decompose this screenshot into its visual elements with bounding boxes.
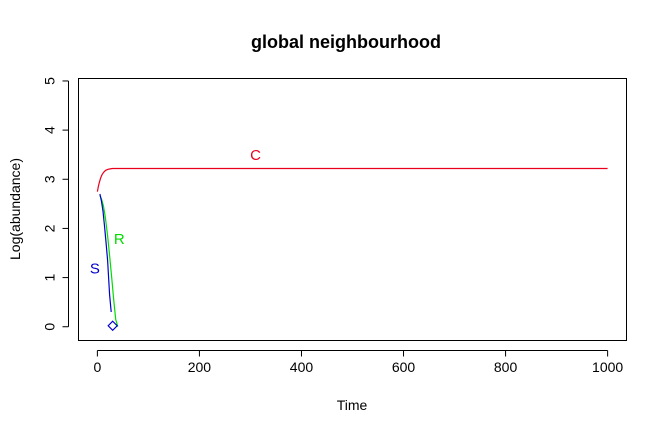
y-tick-label: 3 xyxy=(42,175,58,183)
y-axis-label: Log(abundance) xyxy=(7,158,23,260)
y-tick-label: 5 xyxy=(42,77,58,85)
x-tick-label: 200 xyxy=(188,359,212,375)
y-tick-label: 4 xyxy=(42,126,58,134)
x-tick-label: 0 xyxy=(93,359,101,375)
series-label-S: S xyxy=(90,261,100,278)
plot-frame xyxy=(78,78,627,341)
series-label-R: R xyxy=(114,231,125,248)
series-label-C: C xyxy=(250,147,261,164)
x-axis-label: Time xyxy=(337,397,368,413)
x-tick-label: 600 xyxy=(392,359,416,375)
chart-title: global neighbourhood xyxy=(251,32,441,52)
y-axis: 0 1 2 3 4 5 xyxy=(42,77,69,331)
series-line-R xyxy=(99,195,119,327)
y-tick-label: 2 xyxy=(42,224,58,232)
series-line-C xyxy=(96,167,608,192)
x-tick-label: 1000 xyxy=(592,359,623,375)
y-tick-label: 1 xyxy=(42,273,58,281)
series-line-S xyxy=(99,193,112,313)
x-axis: 0 200 400 600 800 1000 xyxy=(93,350,623,375)
y-tick-label: 0 xyxy=(42,323,58,331)
x-tick-label: 400 xyxy=(290,359,314,375)
x-tick-label: 800 xyxy=(494,359,518,375)
series-layer: C RS xyxy=(90,147,608,332)
diamond-marker xyxy=(107,320,119,332)
